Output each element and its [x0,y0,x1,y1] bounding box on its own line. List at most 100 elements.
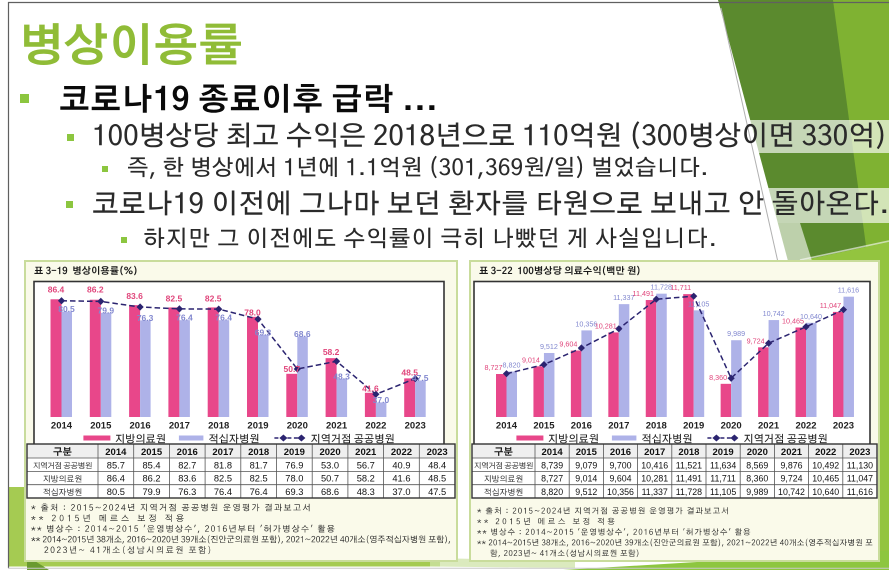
svg-text:48.3: 48.3 [357,487,375,497]
svg-text:9,512: 9,512 [575,487,597,497]
svg-text:50.7: 50.7 [284,364,301,374]
svg-text:10,416: 10,416 [641,460,668,470]
svg-text:2015: 2015 [90,421,112,432]
svg-text:2018: 2018 [678,447,699,458]
svg-text:81.8: 81.8 [214,460,232,470]
svg-text:2023: 2023 [849,447,870,458]
svg-text:2015: 2015 [576,447,598,458]
svg-text:10,281: 10,281 [595,321,617,330]
svg-text:9,724: 9,724 [747,336,765,345]
svg-text:37.0: 37.0 [392,487,410,497]
svg-text:11,491: 11,491 [676,474,702,484]
svg-text:10,492: 10,492 [812,460,839,470]
svg-text:79.9: 79.9 [98,305,115,315]
svg-text:8,820: 8,820 [503,361,521,370]
svg-text:68.6: 68.6 [321,487,339,497]
svg-text:2020: 2020 [287,421,308,432]
svg-text:40.9: 40.9 [392,460,410,470]
svg-text:78.0: 78.0 [285,474,303,484]
svg-text:48.3: 48.3 [333,371,350,381]
svg-text:11,337: 11,337 [642,487,668,497]
svg-text:76.9: 76.9 [285,460,303,470]
svg-text:11,616: 11,616 [847,487,873,497]
svg-text:68.6: 68.6 [294,329,311,339]
svg-text:2014: 2014 [105,447,127,458]
svg-text:9,079: 9,079 [575,460,597,470]
svg-text:50.7: 50.7 [321,474,339,484]
svg-text:2021: 2021 [355,447,377,458]
svg-text:8,360: 8,360 [709,373,727,382]
svg-text:11,130: 11,130 [847,460,873,470]
svg-text:2023: 2023 [833,421,854,432]
svg-text:10,640: 10,640 [812,487,839,497]
svg-text:86.4: 86.4 [107,474,125,484]
svg-text:11,634: 11,634 [710,460,736,470]
svg-text:9,604: 9,604 [609,474,631,484]
svg-text:11,711: 11,711 [670,283,691,292]
svg-text:11,337: 11,337 [613,293,634,302]
svg-text:2019: 2019 [713,447,734,458]
svg-text:8,820: 8,820 [541,487,563,497]
svg-text:10,640: 10,640 [800,312,822,321]
svg-text:41.6: 41.6 [362,383,379,393]
svg-text:56.7: 56.7 [357,460,375,470]
svg-text:86.2: 86.2 [87,285,104,295]
svg-text:83.6: 83.6 [178,474,196,484]
svg-text:10,356: 10,356 [575,319,597,328]
svg-text:8,727: 8,727 [485,363,503,372]
svg-text:83.6: 83.6 [126,291,143,301]
svg-text:80.5: 80.5 [107,487,125,497]
svg-text:8,727: 8,727 [541,474,563,484]
svg-text:10,356: 10,356 [607,487,634,497]
svg-text:2022: 2022 [815,447,836,458]
svg-text:9,604: 9,604 [559,340,577,349]
svg-text:82.5: 82.5 [214,474,232,484]
svg-text:2017: 2017 [608,421,629,432]
svg-text:58.2: 58.2 [357,474,375,484]
svg-text:9,700: 9,700 [609,460,631,470]
svg-text:2022: 2022 [365,421,386,432]
svg-text:2016: 2016 [571,421,592,432]
svg-text:9,989: 9,989 [727,329,745,338]
svg-text:82.7: 82.7 [178,460,196,470]
svg-text:76.4: 76.4 [250,487,268,497]
svg-text:53.0: 53.0 [321,460,339,470]
svg-text:11,616: 11,616 [838,286,859,295]
svg-text:10,465: 10,465 [782,316,804,325]
svg-text:11,105: 11,105 [710,487,736,497]
svg-text:2014: 2014 [51,421,73,432]
svg-text:82.5: 82.5 [205,293,222,303]
svg-text:48.5: 48.5 [401,367,418,377]
svg-text:81.7: 81.7 [250,460,268,470]
svg-text:11,047: 11,047 [847,474,873,484]
svg-text:48.4: 48.4 [428,460,446,470]
svg-text:2016: 2016 [610,447,631,458]
svg-text:79.9: 79.9 [142,487,160,497]
svg-text:76.3: 76.3 [137,313,154,323]
svg-text:2023: 2023 [427,447,448,458]
svg-text:80.5: 80.5 [58,304,75,314]
svg-text:2018: 2018 [208,421,229,432]
svg-text:2022: 2022 [795,421,816,432]
svg-text:2021: 2021 [326,421,348,432]
svg-text:10,742: 10,742 [763,309,785,318]
svg-text:2016: 2016 [177,447,198,458]
svg-text:2014: 2014 [542,447,564,458]
svg-text:2021: 2021 [781,447,803,458]
svg-text:76.4: 76.4 [215,313,232,323]
svg-text:9,014: 9,014 [522,355,540,364]
svg-text:2020: 2020 [747,447,768,458]
svg-text:2016: 2016 [130,421,151,432]
svg-text:11,491: 11,491 [633,289,654,298]
svg-text:2023: 2023 [405,421,426,432]
svg-text:11,728: 11,728 [676,487,702,497]
svg-text:69.3: 69.3 [255,327,272,337]
svg-text:2022: 2022 [391,447,412,458]
svg-text:9,724: 9,724 [780,474,802,484]
svg-text:76.4: 76.4 [214,487,232,497]
svg-text:2015: 2015 [141,447,163,458]
svg-text:2018: 2018 [646,421,667,432]
svg-text:10,281: 10,281 [641,474,668,484]
svg-text:8,360: 8,360 [746,474,768,484]
svg-text:85.4: 85.4 [142,460,160,470]
